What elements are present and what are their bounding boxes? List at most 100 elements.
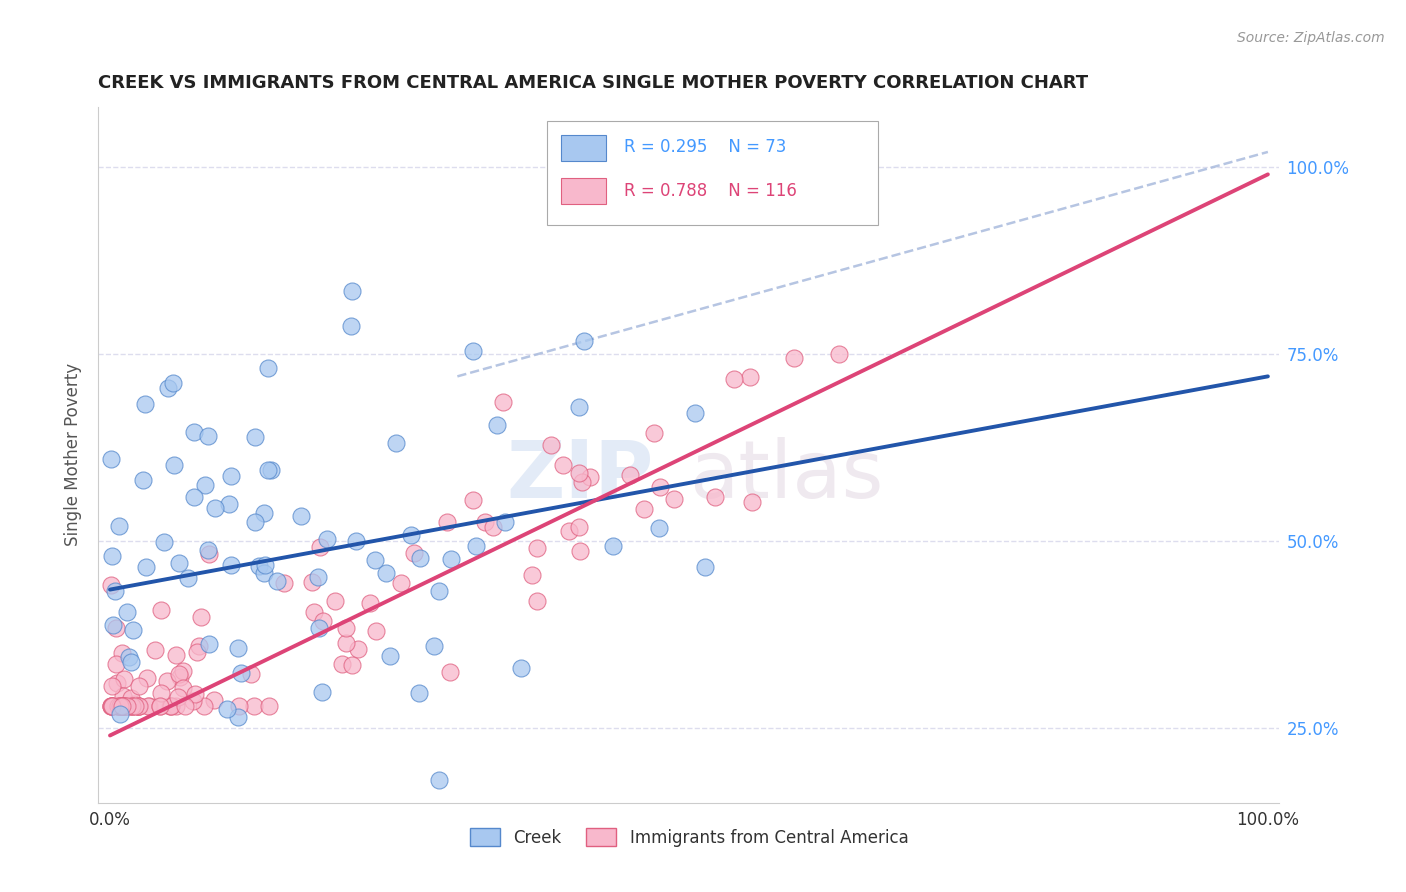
Point [364,624,387,638]
Point [553,458,575,472]
Point [260,462,283,476]
Point [648,521,671,535]
Point [163,458,186,472]
Point [127,698,149,713]
Point [741,495,763,509]
Point [187,639,209,653]
Point [375,566,398,580]
Point [174,698,197,713]
Point [100,698,122,713]
Point [404,545,426,559]
Point [364,553,387,567]
Point [219,558,242,572]
Point [128,679,150,693]
Point [121,698,143,713]
Point [112,698,135,713]
Point [427,773,450,788]
Point [156,673,179,688]
Point [100,452,122,467]
Point [347,641,370,656]
Point [117,605,139,619]
Point [540,438,562,452]
Point [134,397,156,411]
Point [160,698,183,713]
Point [312,614,335,628]
Point [202,692,225,706]
Point [568,520,591,534]
Point [183,425,205,439]
Point [117,698,139,713]
Text: atlas: atlas [689,437,883,515]
Point [491,394,513,409]
Point [101,549,124,563]
Point [526,593,548,607]
Point [243,698,266,713]
Point [100,698,122,713]
Point [204,500,226,515]
Point [100,698,122,713]
Point [104,657,127,671]
Point [149,698,172,713]
Point [323,593,346,607]
Point [157,381,180,395]
Point [103,698,125,713]
Point [307,570,329,584]
Point [110,706,132,721]
Point [159,698,181,713]
Point [218,497,240,511]
Point [740,370,762,384]
Point [482,520,505,534]
Point [110,698,132,713]
Point [120,698,142,713]
Bar [561,178,606,204]
Point [132,473,155,487]
Point [494,515,516,529]
Point [568,544,591,558]
Point [118,650,141,665]
Point [474,516,496,530]
Point [723,371,745,385]
Point [619,468,641,483]
Point [111,698,134,713]
Point [184,687,207,701]
Point [172,664,194,678]
Point [194,478,217,492]
Point [169,670,191,684]
Point [302,605,325,619]
Point [311,685,333,699]
Point [136,671,159,685]
Point [602,539,624,553]
Text: ZIP: ZIP [506,437,654,515]
Point [308,621,330,635]
Point [578,470,600,484]
Point [257,360,280,375]
Point [112,698,135,713]
Point [308,540,330,554]
Point [427,584,450,599]
Point [568,401,591,415]
Point [330,657,353,671]
Point [703,490,725,504]
Point [181,693,204,707]
Point [253,506,276,520]
Point [100,679,122,693]
Point [485,418,508,433]
Point [685,406,707,420]
Point [127,698,149,713]
Point [633,502,655,516]
Text: R = 0.295    N = 73: R = 0.295 N = 73 [624,138,786,156]
Point [121,698,143,713]
Point [522,568,544,582]
Point [167,667,190,681]
Point [643,426,665,441]
Text: Source: ZipAtlas.com: Source: ZipAtlas.com [1237,31,1385,45]
Point [115,698,138,713]
Point [107,676,129,690]
Point [226,640,249,655]
Point [301,574,323,589]
Point [509,661,531,675]
Point [135,560,157,574]
Point [342,284,364,298]
Point [229,665,252,680]
Point [436,515,458,529]
